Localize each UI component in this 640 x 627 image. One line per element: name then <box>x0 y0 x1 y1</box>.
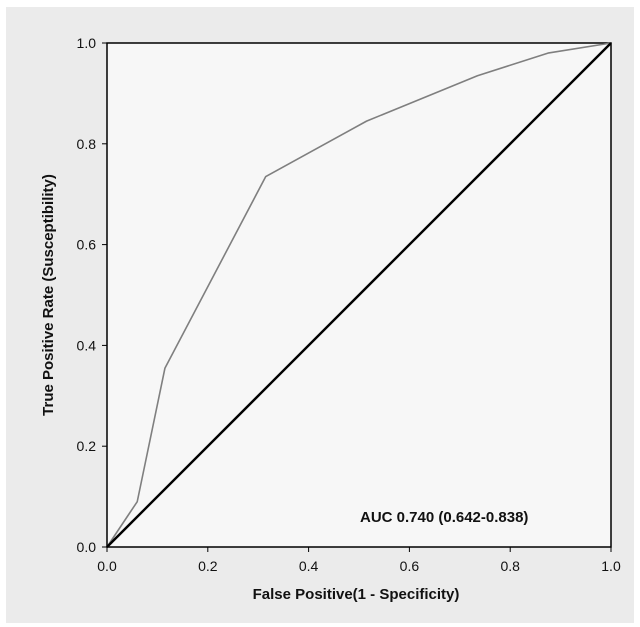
auc-annotation: AUC 0.740 (0.642-0.838) <box>360 509 528 526</box>
y-tick-label: 0.2 <box>77 438 97 454</box>
roc-curve-line <box>106 42 612 548</box>
y-tick-label: 0.6 <box>77 237 97 253</box>
x-tick-label: 0.2 <box>198 558 218 574</box>
y-tick-label: 0.8 <box>77 136 97 152</box>
reference-diagonal-line <box>106 42 612 548</box>
y-axis-title: True Positive Rate (Susceptibility) <box>40 174 57 416</box>
x-tick-label: 0.8 <box>500 558 520 574</box>
x-tick-label: 1.0 <box>601 558 621 574</box>
y-tick-label: 1.0 <box>77 35 97 51</box>
x-axis-title: False Positive(1 - Specificity) <box>253 586 460 603</box>
y-tick-label: 0.4 <box>77 337 97 353</box>
chart-marks <box>106 42 612 548</box>
x-tick-label: 0.6 <box>400 558 420 574</box>
x-tick-label: 0.4 <box>299 558 319 574</box>
x-axis-ticks: 0.0 0.2 0.4 0.6 0.8 1.0 <box>97 547 621 574</box>
x-tick-label: 0.0 <box>97 558 117 574</box>
y-tick-label: 0.0 <box>77 539 97 555</box>
y-axis-ticks: 0.0 0.2 0.4 0.6 0.8 1.0 <box>77 35 107 555</box>
